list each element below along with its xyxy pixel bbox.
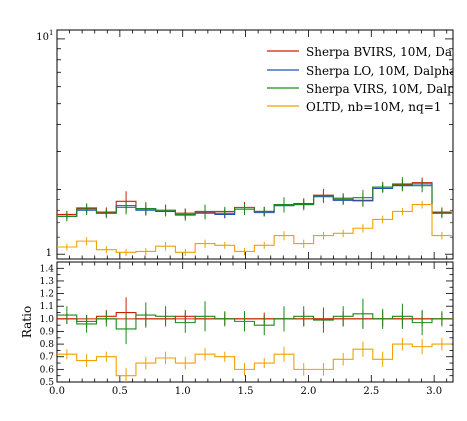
ratio-ytick-label-1: 0.6 [40, 365, 55, 375]
main-ytick-label-10-exponent: 1 [49, 29, 53, 37]
ratio-xtick-label-4: 2.0 [300, 386, 316, 397]
ratio-series-1 [57, 298, 452, 345]
ratio-xtick-label-3: 1.5 [238, 386, 254, 397]
main-series-2 [57, 177, 452, 222]
ratio-xtick-label-1: 0.5 [112, 386, 128, 397]
legend-label-oltd: OLTD, nb=10M, nq=1 [306, 100, 441, 114]
ratio-ytick-label-3: 0.8 [40, 340, 55, 350]
ratio-plot-frame [56, 261, 454, 383]
legend-label-bvirs: Sherpa BVIRS, 10M, Dalpha [306, 45, 467, 59]
ratio-series-2 [57, 337, 452, 382]
ratio-xtick-labels: 0.0 0.5 1.0 1.5 2.0 2.5 3.0 [49, 386, 442, 397]
ratio-xtick-label-6: 3.0 [426, 386, 442, 397]
main-series-3 [57, 200, 452, 257]
main-ytick-label-10: 10 [36, 32, 49, 43]
ratio-xtick-label-2: 1.0 [175, 386, 191, 397]
main-plot-frame [56, 29, 454, 260]
main-axis-ticks [56, 30, 453, 259]
ratio-ytick-label-4: 0.9 [40, 327, 55, 337]
ratio-ytick-label-2: 0.7 [40, 353, 55, 363]
legend-label-lo: Sherpa LO, 10M, Dalpha= [306, 64, 467, 78]
legend-label-virs: Sherpa VIRS, 10M, Dalpha [306, 82, 467, 96]
ratio-ytick-label-9: 1.4 [40, 264, 55, 274]
main-ytick-label-1: 1 [46, 248, 52, 259]
ratio-ytick-labels: 0.5 0.6 0.7 0.8 0.9 1.0 1.1 1.2 1.3 1.4 [40, 264, 55, 388]
main-series-2-histogram [57, 183, 452, 217]
ratio-axis-ticks [56, 261, 453, 383]
ratio-xtick-label-0: 0.0 [49, 386, 65, 397]
ratio-xtick-label-5: 2.5 [363, 386, 379, 397]
main-series-group [57, 177, 452, 257]
ratio-ylabel: Ratio [20, 306, 34, 338]
ratio-ytick-label-7: 1.2 [40, 290, 54, 300]
ratio-ytick-label-6: 1.1 [40, 302, 54, 312]
ratio-ytick-label-8: 1.3 [40, 277, 55, 287]
ratio-series-2-histogram [57, 343, 452, 377]
main-ytick-label-10-base: 10 [36, 32, 49, 43]
legend: Sherpa BVIRS, 10M, Dalpha Sherpa LO, 10M… [267, 45, 467, 114]
ratio-ytick-label-5: 1.0 [40, 315, 55, 325]
ratio-ytick-label-0: 0.5 [40, 378, 55, 388]
ratio-series-group [57, 297, 453, 382]
